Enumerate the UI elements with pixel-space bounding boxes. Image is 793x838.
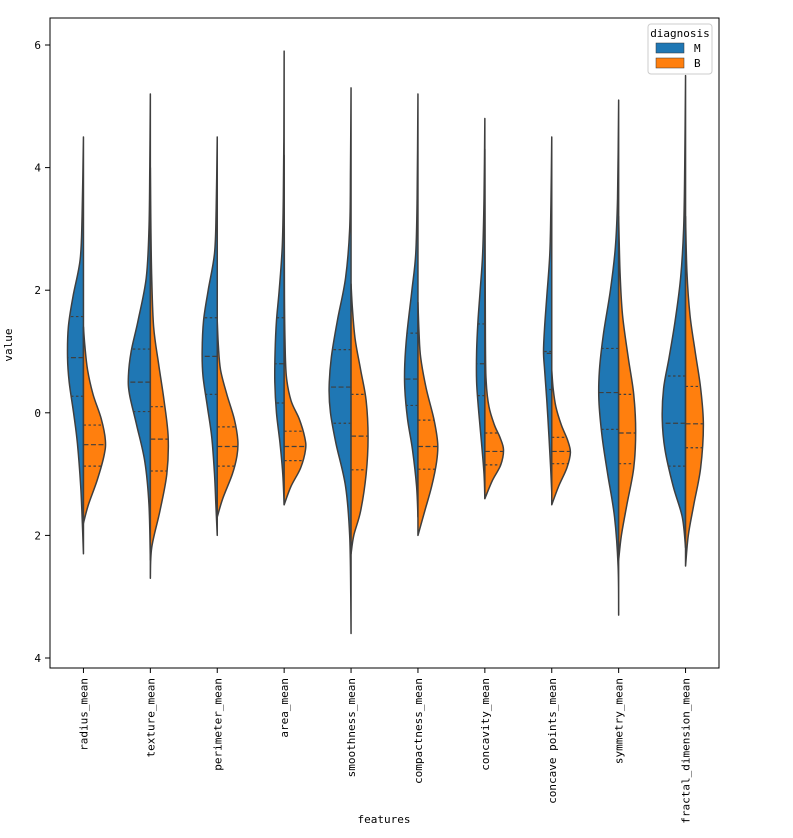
violin-b-concave-points_mean bbox=[551, 369, 572, 506]
violin-m-texture_mean bbox=[127, 93, 152, 561]
x-tick-label: smoothness_mean bbox=[345, 678, 358, 777]
y-tick-label: 0 bbox=[34, 407, 41, 420]
y-tick-label: 2 bbox=[34, 529, 41, 542]
legend-label-b: B bbox=[694, 57, 701, 70]
y-axis-title: value bbox=[2, 328, 15, 361]
y-tick-label: 4 bbox=[34, 162, 41, 175]
y-axis: 4 2 0 2 4 6 bbox=[34, 39, 50, 665]
violin-b-texture_mean bbox=[149, 166, 170, 580]
violin-m-area_mean bbox=[273, 50, 285, 506]
x-tick-label: concavity_mean bbox=[479, 678, 492, 771]
violin-m-fractal_dimension_mean bbox=[661, 74, 687, 549]
x-tick-label: radius_mean bbox=[77, 678, 90, 751]
violin-m-concavity_mean bbox=[475, 117, 486, 500]
x-tick-label: concave points_mean bbox=[546, 678, 559, 804]
violin-b-concavity_mean bbox=[484, 148, 505, 500]
violin-m-compactness_mean bbox=[403, 93, 419, 518]
x-tick-label: area_mean bbox=[278, 678, 291, 738]
x-tick-label: compactness_mean bbox=[412, 678, 425, 784]
violin-b-compactness_mean bbox=[417, 301, 439, 537]
legend-swatch-b bbox=[655, 57, 685, 69]
violins-layer bbox=[66, 50, 705, 635]
violin-m-concave-points_mean bbox=[542, 136, 553, 494]
violin-m-symmetry_mean bbox=[597, 99, 620, 616]
x-axis: radius_mean texture_mean perimeter_mean are… bbox=[77, 668, 693, 824]
violin-m-smoothness_mean bbox=[328, 87, 352, 635]
legend-label-m: M bbox=[694, 42, 701, 55]
violin-b-symmetry_mean bbox=[617, 215, 637, 561]
violin-b-smoothness_mean bbox=[350, 283, 369, 555]
y-tick-label: 6 bbox=[34, 39, 41, 52]
x-tick-label: fractal_dimension_mean bbox=[680, 678, 693, 824]
violin-m-perimeter_mean bbox=[201, 136, 218, 537]
y-tick-label: 4 bbox=[34, 652, 41, 665]
x-axis-title: features bbox=[358, 813, 411, 826]
plot-frame bbox=[49, 17, 720, 669]
legend-swatch-m bbox=[655, 42, 685, 54]
violin-b-perimeter_mean bbox=[216, 320, 239, 518]
x-tick-label: perimeter_mean bbox=[211, 678, 224, 771]
x-tick-label: symmetry_mean bbox=[613, 678, 626, 764]
legend: diagnosis M B bbox=[647, 23, 713, 75]
legend-title: diagnosis bbox=[650, 27, 710, 40]
violin-b-area_mean bbox=[283, 154, 307, 506]
y-tick-label: 2 bbox=[34, 284, 41, 297]
quartile-lines-layer bbox=[67, 315, 704, 472]
violin-b-fractal_dimension_mean bbox=[684, 215, 705, 567]
violin-m-radius_mean bbox=[66, 136, 85, 555]
x-tick-label: texture_mean bbox=[144, 678, 157, 757]
